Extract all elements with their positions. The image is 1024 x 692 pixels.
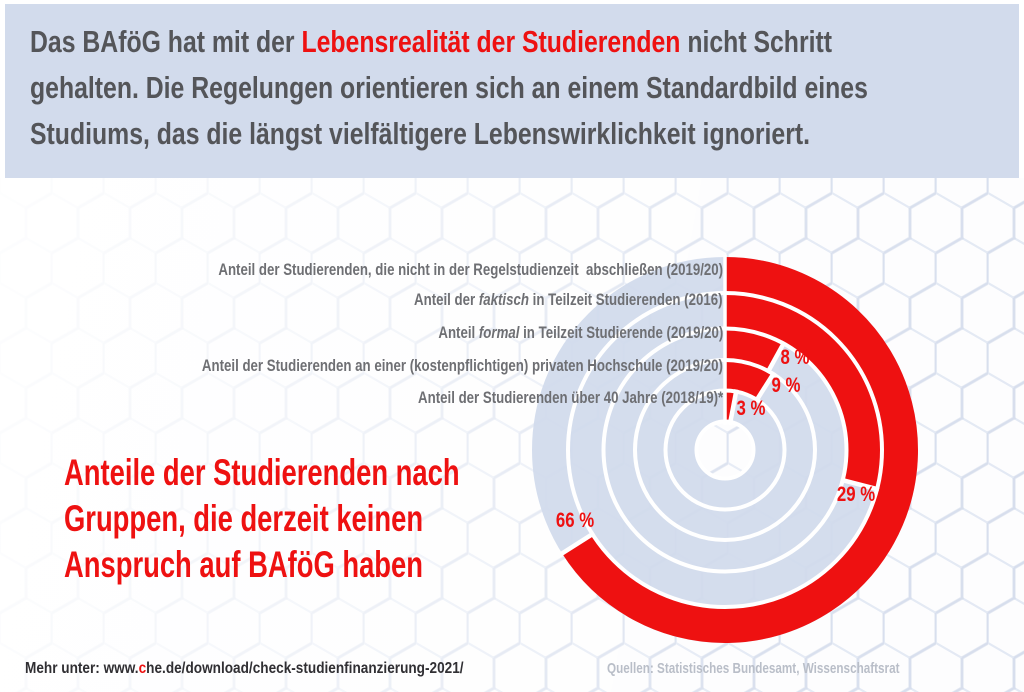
row-label-1: Anteil der Studierenden, die nicht in de… <box>218 260 723 280</box>
more-link-segment: Mehr unter: www. <box>25 660 139 677</box>
header-line-3: Studiums, das die längst vielfältigere L… <box>30 111 868 157</box>
header-line-1: Das BAföG hat mit der Lebensrealität der… <box>30 19 868 65</box>
row-label-5: Anteil der Studierenden über 40 Jahre (2… <box>418 388 723 408</box>
row-label-3-italic: formal <box>478 323 520 342</box>
chart-title-line-3: Anspruch auf BAföG haben <box>64 544 423 585</box>
row-label-1-segment: Anteil der Studierenden, die nicht in de… <box>218 260 723 279</box>
row-label-2-segment: in Teilzeit Studierenden (2016) <box>529 290 723 309</box>
row-label-2: Anteil der faktisch in Teilzeit Studiere… <box>414 290 723 310</box>
ring-arc-3 <box>724 328 784 372</box>
ring-arc-2 <box>724 293 882 490</box>
row-label-4: Anteil der Studierenden an einer (kosten… <box>202 356 723 376</box>
row-label-2-italic: faktisch <box>479 290 530 309</box>
header-text-segment: nicht Schritt <box>680 24 833 59</box>
row-label-2-segment: Anteil der <box>414 290 480 309</box>
ring-arc-4 <box>724 360 774 401</box>
header-line-2: gehalten. Die Regelungen orientieren sic… <box>30 65 868 111</box>
arc-end-divider-3 <box>765 340 787 374</box>
more-link-segment: he.de/download/check-studienfinanzierung… <box>146 660 464 677</box>
more-info-link[interactable]: Mehr unter: www.che.de/download/check-st… <box>25 659 464 678</box>
value-label-2: 29 % <box>836 483 876 506</box>
value-label-1: 66 % <box>555 509 595 532</box>
value-label-5: 3 % <box>736 397 766 420</box>
arc-end-divider-2 <box>840 477 880 492</box>
row-label-3-segment: Anteil <box>438 323 479 342</box>
value-label-3: 8 % <box>780 346 810 369</box>
chart-title-line-1: Anteile der Studierenden nach <box>64 452 460 493</box>
row-label-5-segment: Anteil der Studierenden über 40 Jahre (2… <box>417 388 723 407</box>
arc-end-divider-1 <box>559 531 596 557</box>
header-text-segment: Studiums, das die längst vielfältigere L… <box>30 116 811 151</box>
arc-end-divider-4 <box>753 371 777 403</box>
row-label-3: Anteil formal in Teilzeit Studierende (2… <box>438 323 723 343</box>
chart-title: Anteile der Studierenden nach Gruppen, di… <box>64 450 599 588</box>
header-text: Das BAföG hat mit der Lebensrealität der… <box>30 19 1024 157</box>
header-banner: Das BAföG hat mit der Lebensrealität der… <box>5 4 1019 178</box>
radial-chart <box>532 255 918 643</box>
header-text-highlight: Lebensrealität der Studierenden <box>301 24 681 59</box>
sources-note: Quellen: Statistisches Bundesamt, Wissen… <box>607 660 900 677</box>
chart-title-line-2: Gruppen, die derzeit keinen <box>64 498 424 539</box>
center-hole-rim <box>694 419 756 481</box>
row-label-3-segment: in Teilzeit Studierende (2019/20) <box>519 323 723 342</box>
arc-end-divider-5 <box>727 389 739 426</box>
value-label-4: 9 % <box>771 374 801 397</box>
header-text-segment: Das BAföG hat mit der <box>30 24 302 59</box>
more-link-highlight: c <box>138 660 147 677</box>
ring-arc-1 <box>562 257 918 643</box>
header-text-segment: gehalten. Die Regelungen orientieren sic… <box>30 70 868 105</box>
row-label-4-segment: Anteil der Studierenden an einer (kosten… <box>202 356 723 375</box>
